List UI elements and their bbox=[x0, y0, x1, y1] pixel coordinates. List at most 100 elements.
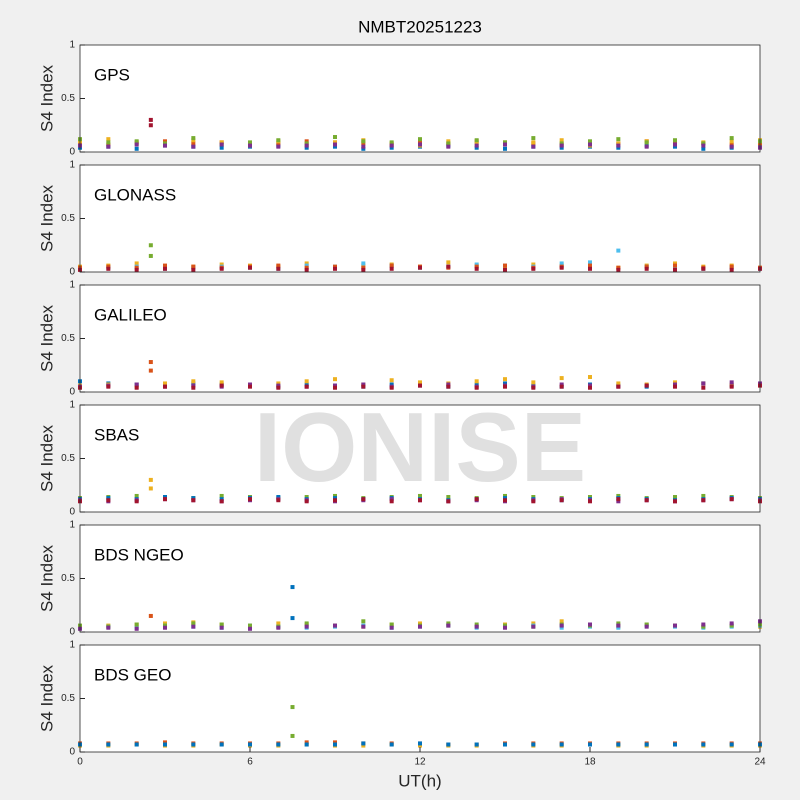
marker bbox=[503, 498, 507, 503]
marker bbox=[361, 741, 366, 746]
marker bbox=[389, 499, 394, 504]
marker bbox=[219, 497, 224, 502]
marker bbox=[304, 263, 309, 268]
watermark: IONISE bbox=[254, 392, 586, 502]
marker bbox=[333, 740, 337, 745]
x-tick-label: 18 bbox=[584, 757, 596, 768]
marker bbox=[559, 625, 564, 630]
marker bbox=[134, 499, 139, 504]
marker bbox=[248, 382, 252, 387]
marker bbox=[446, 144, 451, 149]
marker bbox=[304, 382, 309, 387]
marker bbox=[191, 144, 196, 149]
marker bbox=[673, 265, 677, 270]
marker bbox=[106, 625, 111, 630]
marker bbox=[418, 140, 422, 145]
marker bbox=[248, 140, 252, 145]
chart-title: NMBT20251223 bbox=[358, 17, 482, 36]
marker bbox=[163, 263, 167, 268]
marker bbox=[474, 497, 479, 502]
marker bbox=[134, 382, 139, 387]
marker bbox=[304, 379, 309, 384]
marker bbox=[418, 383, 422, 388]
marker bbox=[276, 141, 281, 146]
marker bbox=[163, 266, 167, 271]
marker bbox=[446, 382, 451, 387]
marker bbox=[616, 381, 621, 386]
marker bbox=[418, 498, 422, 503]
panel-label: BDS GEO bbox=[94, 665, 171, 684]
marker bbox=[673, 499, 677, 504]
marker bbox=[134, 742, 139, 747]
marker bbox=[644, 622, 649, 627]
marker bbox=[616, 384, 621, 389]
marker bbox=[191, 136, 196, 141]
marker bbox=[729, 144, 734, 149]
axes-background bbox=[80, 45, 760, 152]
marker bbox=[531, 495, 536, 500]
panel-label: GLONASS bbox=[94, 185, 176, 204]
marker bbox=[148, 253, 153, 258]
marker bbox=[503, 384, 507, 389]
marker bbox=[219, 142, 224, 147]
marker bbox=[106, 264, 111, 269]
marker bbox=[474, 266, 479, 271]
marker bbox=[191, 264, 196, 269]
y-axis-label: S4 Index bbox=[37, 544, 56, 612]
marker bbox=[446, 742, 451, 747]
marker bbox=[389, 382, 394, 387]
marker bbox=[248, 384, 252, 389]
marker bbox=[276, 263, 281, 268]
marker bbox=[701, 498, 706, 503]
marker bbox=[148, 613, 153, 618]
marker bbox=[418, 380, 422, 385]
marker bbox=[148, 117, 153, 122]
marker bbox=[559, 145, 564, 150]
marker bbox=[701, 381, 706, 386]
marker bbox=[389, 385, 394, 390]
marker bbox=[148, 486, 153, 491]
marker bbox=[276, 742, 281, 747]
marker bbox=[304, 742, 309, 747]
marker bbox=[503, 263, 507, 268]
marker bbox=[644, 498, 649, 503]
marker bbox=[446, 621, 451, 626]
marker bbox=[163, 623, 167, 628]
marker bbox=[191, 141, 196, 146]
marker bbox=[559, 261, 564, 266]
panel-label: GPS bbox=[94, 65, 130, 84]
marker bbox=[219, 493, 224, 498]
y-axis-label: S4 Index bbox=[37, 304, 56, 372]
marker bbox=[304, 141, 309, 146]
marker bbox=[729, 142, 734, 147]
marker bbox=[389, 263, 394, 268]
marker bbox=[389, 742, 394, 747]
axes-background bbox=[80, 525, 760, 632]
marker bbox=[531, 266, 536, 271]
marker bbox=[191, 496, 196, 501]
marker bbox=[729, 380, 734, 385]
marker bbox=[148, 368, 153, 373]
marker bbox=[559, 498, 564, 503]
marker bbox=[559, 138, 564, 143]
marker bbox=[588, 266, 592, 271]
marker bbox=[474, 622, 479, 627]
marker bbox=[531, 621, 536, 626]
marker bbox=[616, 623, 621, 628]
marker bbox=[418, 142, 422, 147]
marker bbox=[531, 136, 536, 141]
marker bbox=[361, 267, 366, 272]
marker bbox=[163, 141, 167, 146]
marker bbox=[559, 141, 564, 146]
marker bbox=[559, 143, 564, 148]
marker bbox=[701, 493, 706, 498]
y-tick-label: 0 bbox=[69, 747, 75, 758]
marker bbox=[191, 385, 196, 390]
marker bbox=[588, 495, 592, 500]
marker bbox=[531, 144, 536, 149]
marker bbox=[446, 139, 451, 144]
panel-label: SBAS bbox=[94, 425, 139, 444]
marker bbox=[276, 385, 281, 390]
marker bbox=[106, 266, 111, 271]
